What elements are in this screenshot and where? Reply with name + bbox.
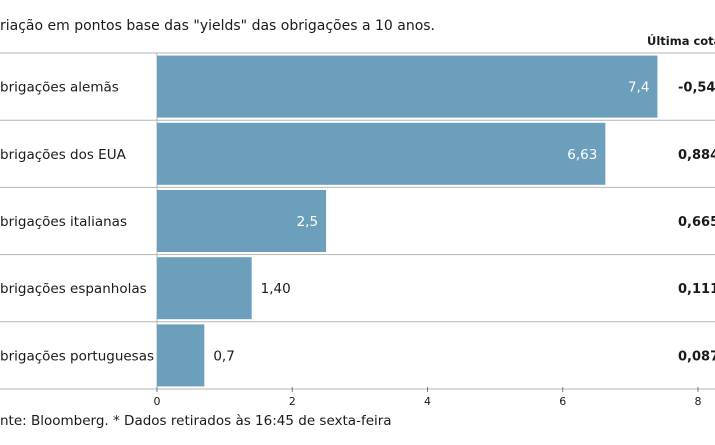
x-tick-label-4: 8 xyxy=(695,395,702,408)
last-quote-1: 0,8848 xyxy=(678,148,715,163)
category-label-2: brigações italianas xyxy=(0,214,127,230)
value-label-1: 6,63 xyxy=(567,147,597,163)
chart-grid xyxy=(0,52,715,390)
labels-group: brigações alemãs 7,4 -0,547 brigações dos E… xyxy=(0,80,715,365)
last-quote-4: 0,087 xyxy=(678,349,715,364)
bar-0 xyxy=(157,55,658,118)
bar-1 xyxy=(157,122,606,185)
value-label-2: 2,5 xyxy=(297,214,318,230)
value-label-3: 1,40 xyxy=(261,281,291,297)
category-label-4: brigações portuguesas xyxy=(0,348,154,364)
chart-subtitle: riação em pontos base das "yields" das o… xyxy=(0,18,435,34)
category-label-0: brigações alemãs xyxy=(0,80,119,96)
x-axis: 0 2 4 6 8 xyxy=(154,387,702,408)
source-note: nte: Bloomberg. * Dados retirados às 16:… xyxy=(0,413,392,429)
bar-4 xyxy=(157,324,205,387)
last-quote-2: 0,665 xyxy=(678,215,715,230)
x-tick-label-0: 0 xyxy=(154,395,161,408)
bar-3 xyxy=(157,257,252,320)
value-label-4: 0,7 xyxy=(213,348,234,364)
category-label-1: brigações dos EUA xyxy=(0,147,127,163)
bars-group xyxy=(157,55,658,387)
x-tick-label-1: 2 xyxy=(289,395,296,408)
x-tick-label-2: 4 xyxy=(424,395,431,408)
last-quote-0: -0,547 xyxy=(678,81,715,96)
last-quote-3: 0,1110 xyxy=(678,282,715,297)
category-label-3: brigações espanholas xyxy=(0,281,147,297)
bar-2 xyxy=(157,190,327,252)
value-label-0: 7,4 xyxy=(628,80,649,96)
last-quote-header: Última cotaç xyxy=(647,33,715,48)
x-tick-label-3: 6 xyxy=(559,395,566,408)
